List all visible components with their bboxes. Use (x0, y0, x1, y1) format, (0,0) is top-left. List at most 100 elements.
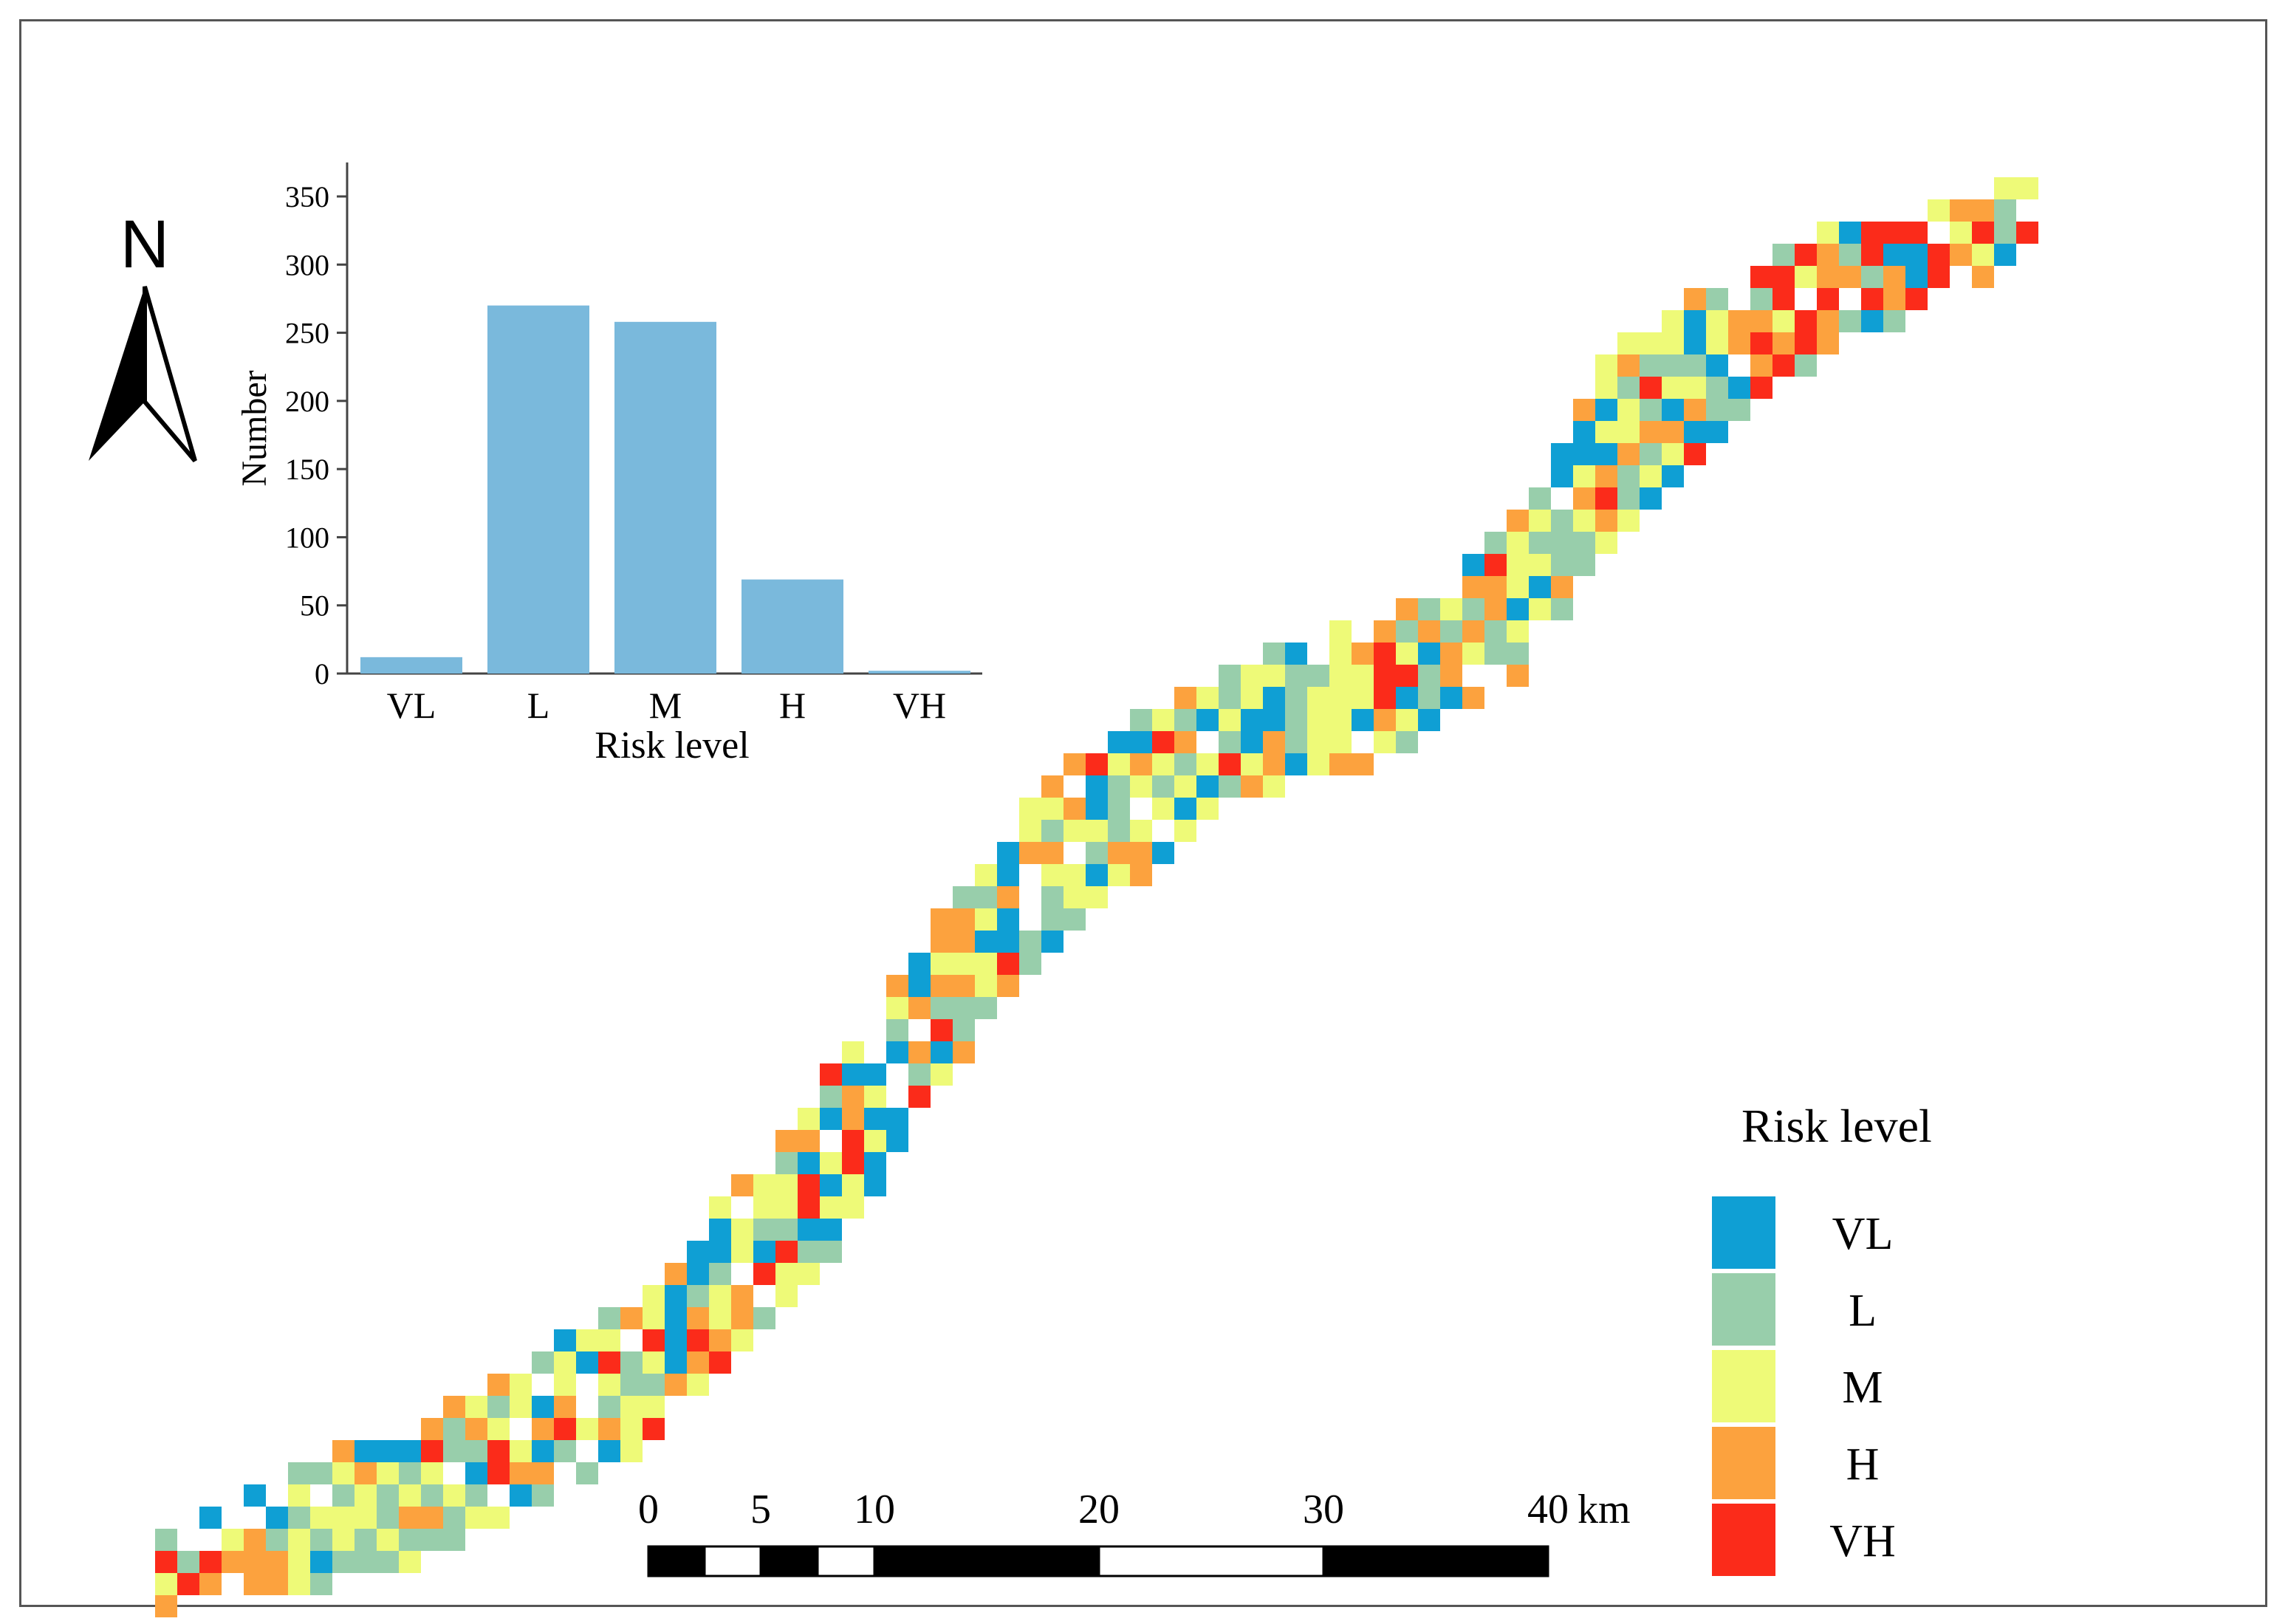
risk-cell-l (1883, 310, 1905, 332)
risk-cell-vl (1573, 443, 1595, 465)
risk-cell-l (310, 1573, 332, 1595)
risk-cell-h (1972, 266, 1994, 288)
risk-cell-h (1507, 510, 1529, 532)
risk-cell-m (487, 1418, 510, 1440)
risk-cell-vh (2016, 222, 2038, 244)
risk-cell-vl (354, 1440, 377, 1462)
risk-cell-vl (1196, 709, 1219, 731)
risk-cell-m (864, 1086, 886, 1108)
risk-cell-l (443, 1440, 465, 1462)
risk-cell-h (1263, 753, 1285, 775)
risk-cell-h (731, 1285, 753, 1307)
risk-cell-vh (908, 1086, 931, 1108)
risk-cell-m (931, 953, 953, 975)
risk-cell-m (1329, 665, 1352, 687)
risk-cell-vh (997, 953, 1019, 975)
risk-cell-l (443, 1529, 465, 1551)
risk-cell-m (1817, 222, 1839, 244)
histogram-x-tick-labels: VL L M H VH (387, 685, 946, 726)
risk-cell-vl (1595, 399, 1617, 421)
risk-cell-h (1750, 354, 1772, 377)
risk-cell-l (953, 886, 975, 908)
risk-cell-vl (886, 1041, 908, 1063)
risk-cell-l (1529, 487, 1551, 510)
risk-cell-m (975, 864, 997, 886)
risk-cell-m (753, 1196, 775, 1219)
risk-cell-vl (1241, 731, 1263, 753)
risk-cell-l (709, 1263, 731, 1285)
risk-cell-m (421, 1462, 443, 1484)
risk-cell-vh (1928, 266, 1950, 288)
risk-cell-m (643, 1307, 665, 1329)
risk-cell-m (953, 953, 975, 975)
risk-cell-m (1706, 332, 1728, 354)
risk-cell-m (820, 1152, 842, 1174)
risk-cell-vl (310, 1551, 332, 1573)
risk-cell-vl (665, 1307, 687, 1329)
risk-cell-l (1484, 643, 1507, 665)
risk-cell-vl (399, 1440, 421, 1462)
histogram-y-tick-label: 100 (285, 521, 329, 554)
histogram-x-tick-vl: VL (387, 685, 436, 726)
risk-cell-m (1507, 576, 1529, 598)
risk-cell-vl (908, 975, 931, 997)
risk-cell-l (886, 1019, 908, 1041)
risk-cell-m (155, 1573, 177, 1595)
risk-cell-l (1285, 709, 1307, 731)
risk-cell-vl (753, 1241, 775, 1263)
risk-cell-m (510, 1440, 532, 1462)
risk-cell-l (598, 1307, 620, 1329)
risk-cell-vl (1285, 753, 1307, 775)
histogram-y-axis-label: Number (235, 370, 274, 486)
risk-cell-vh (1750, 332, 1772, 354)
risk-cell-m (1706, 310, 1728, 332)
risk-cell-l (554, 1440, 576, 1462)
risk-cell-m (1108, 753, 1130, 775)
risk-cell-vl (1507, 598, 1529, 620)
risk-cell-vh (1795, 332, 1817, 354)
risk-cell-h (1617, 443, 1640, 465)
risk-cell-m (1462, 643, 1484, 665)
risk-cell-vh (487, 1462, 510, 1484)
risk-cell-m (1329, 731, 1352, 753)
risk-cell-vh (598, 1351, 620, 1374)
risk-cell-l (288, 1462, 310, 1484)
risk-cell-h (421, 1418, 443, 1440)
risk-cell-l (598, 1396, 620, 1418)
risk-cell-m (288, 1529, 310, 1551)
risk-cell-m (1174, 775, 1196, 798)
risk-cell-vl (1241, 709, 1263, 731)
risk-cell-vh (1817, 288, 1839, 310)
risk-cell-vl (1551, 443, 1573, 465)
risk-cell-h (1063, 798, 1086, 820)
risk-cell-vh (1905, 288, 1928, 310)
risk-cell-m (1329, 643, 1352, 665)
risk-cell-h (997, 975, 1019, 997)
risk-cell-m (1019, 820, 1041, 842)
risk-cell-m (1573, 510, 1595, 532)
risk-cell-h (1440, 665, 1462, 687)
risk-cell-m (288, 1484, 310, 1507)
risk-cell-m (1617, 510, 1640, 532)
risk-cell-h (155, 1595, 177, 1617)
risk-cell-h (1484, 598, 1507, 620)
risk-cell-m (1994, 177, 2016, 199)
risk-cell-l (753, 1219, 775, 1241)
risk-cell-l (1019, 931, 1041, 953)
risk-cell-m (1529, 510, 1551, 532)
risk-cell-m (1795, 266, 1817, 288)
risk-cell-l (1640, 354, 1662, 377)
scale-segment (703, 1545, 762, 1577)
risk-cell-m (1063, 820, 1086, 842)
risk-cell-m (288, 1551, 310, 1573)
risk-cell-l (465, 1440, 487, 1462)
scale-segment (816, 1545, 876, 1577)
risk-cell-l (975, 997, 997, 1019)
risk-cell-h (199, 1573, 222, 1595)
risk-cell-m (886, 997, 908, 1019)
risk-cell-m (1219, 709, 1241, 731)
risk-cell-vl (1041, 931, 1063, 953)
risk-cell-h (665, 1374, 687, 1396)
scale-segment (647, 1545, 706, 1577)
risk-cell-vl (1086, 798, 1108, 820)
